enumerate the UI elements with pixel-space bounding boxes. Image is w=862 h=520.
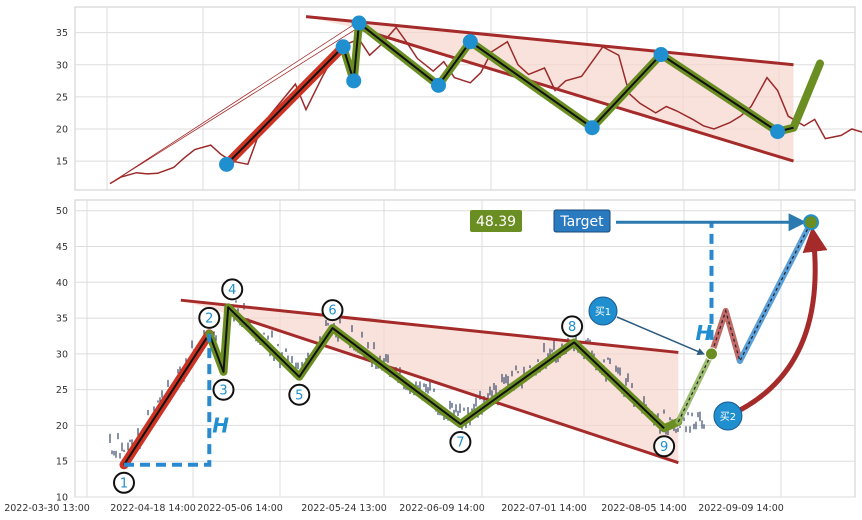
wave-label-circle-3 [212,378,235,401]
curved-target-arrow [726,226,828,419]
wave-label-9: 9 [660,440,668,455]
bottom-x-tick-6: 2022-08-05 14:00 [601,503,687,514]
top-pivot-8 [653,47,669,63]
bottom-x-tick-2: 2022-05-06 14:00 [197,503,283,514]
wave-label-circle-6 [321,299,344,322]
price-badge-text: 48.39 [476,214,516,230]
wave-label-8: 8 [568,320,576,335]
wave-label-3: 3 [219,383,227,398]
top-y-tick-15: 15 [56,157,68,168]
wave-label-7: 7 [456,436,464,451]
buy1-point [705,347,719,361]
top-impulse-inner [225,46,344,166]
bottom-x-tick-5: 2022-07-01 14:00 [501,503,587,514]
wave-label-circle-2 [198,306,221,329]
bottom-x-tick-7: 2022-09-09 14:00 [698,503,784,514]
wave-label-2: 2 [205,311,213,326]
top-panel: 15 20 25 30 35 [56,6,862,191]
top-y-tick-35: 35 [56,28,68,39]
measured-move-h [124,333,212,467]
top-pivot-3 [346,73,362,89]
top-pivot-6 [462,34,478,50]
top-y-ticks: 15 20 25 30 35 [56,28,68,167]
wave-label-circle-5 [288,383,311,406]
top-pivot-7 [584,120,600,136]
bottom-x-tick-0: 2022-03-30 13:00 [4,503,90,514]
bottom-channel-upper [180,298,679,354]
buy2-label: 买2 [720,411,736,423]
wave-label-5: 5 [295,388,303,403]
top-pivot-4 [351,15,367,31]
target-badge-text: Target [559,214,604,230]
projection-inner [677,222,812,423]
buy1-label: 买1 [595,306,611,318]
target-badge-bg [553,209,611,233]
top-channel-upper [305,15,794,67]
wave-label-circle-4 [221,278,244,301]
wave-label-6: 6 [328,304,336,319]
buy1-arrow [616,316,705,355]
top-y-tick-25: 25 [56,92,68,103]
measured-move-label: H [212,413,229,437]
wave-label-circle-8 [561,315,584,338]
top-channel-fill [306,16,794,162]
bottom-y-tick-35: 35 [56,314,68,325]
bottom-y-tick-30: 30 [56,349,68,360]
bottom-y-tick-40: 40 [56,278,68,289]
bottom-impulse-inner [123,333,211,466]
top-pivots [219,15,786,172]
wave-label-1: 1 [120,476,128,491]
target-h-label: H [696,321,713,345]
bottom-channel-lower [227,312,679,465]
buy2-marker [713,401,743,431]
bottom-x-ticks: 2022-03-30 13:00 2022-04-18 14:00 2022-05-… [4,503,784,514]
bottom-wave-inner [208,306,665,430]
bottom-y-tick-20: 20 [56,421,68,432]
top-price-line [109,26,862,185]
bottom-y-tick-25: 25 [56,385,68,396]
bottom-x-tick-1: 2022-04-18 14:00 [110,503,196,514]
wave-labels: 1 2 3 4 5 6 7 8 9 [113,278,676,494]
wave-label-circle-9 [653,435,676,458]
bottom-y-ticks: 10 15 20 25 30 35 40 45 50 [56,206,68,503]
target-badge: Target [553,209,611,233]
top-y-tick-30: 30 [56,60,68,71]
buy1-marker [588,296,618,326]
top-pivot-2 [335,39,351,55]
top-channel-lower [358,27,794,163]
wave-label-4: 4 [228,283,236,298]
top-pivot-5 [431,77,447,93]
top-pivot-9 [770,124,786,140]
buy-points: 买1 买2 [588,296,743,431]
bottom-x-tick-4: 2022-06-09 14:00 [399,503,485,514]
bottom-x-tick-3: 2022-05-24 13:00 [301,503,387,514]
price-badge-bg [470,210,522,232]
top-pivot-1 [219,156,235,172]
wave-label-circle-1 [113,471,135,494]
bottom-y-tick-15: 15 [56,457,68,468]
price-badge: 48.39 [470,210,522,232]
target-point [803,214,819,231]
top-grid [75,7,855,190]
bottom-y-tick-50: 50 [56,206,68,217]
bottom-y-tick-10: 10 [56,493,68,504]
wave-label-circle-7 [449,431,472,454]
top-y-tick-20: 20 [56,125,68,136]
bottom-y-tick-45: 45 [56,242,68,253]
